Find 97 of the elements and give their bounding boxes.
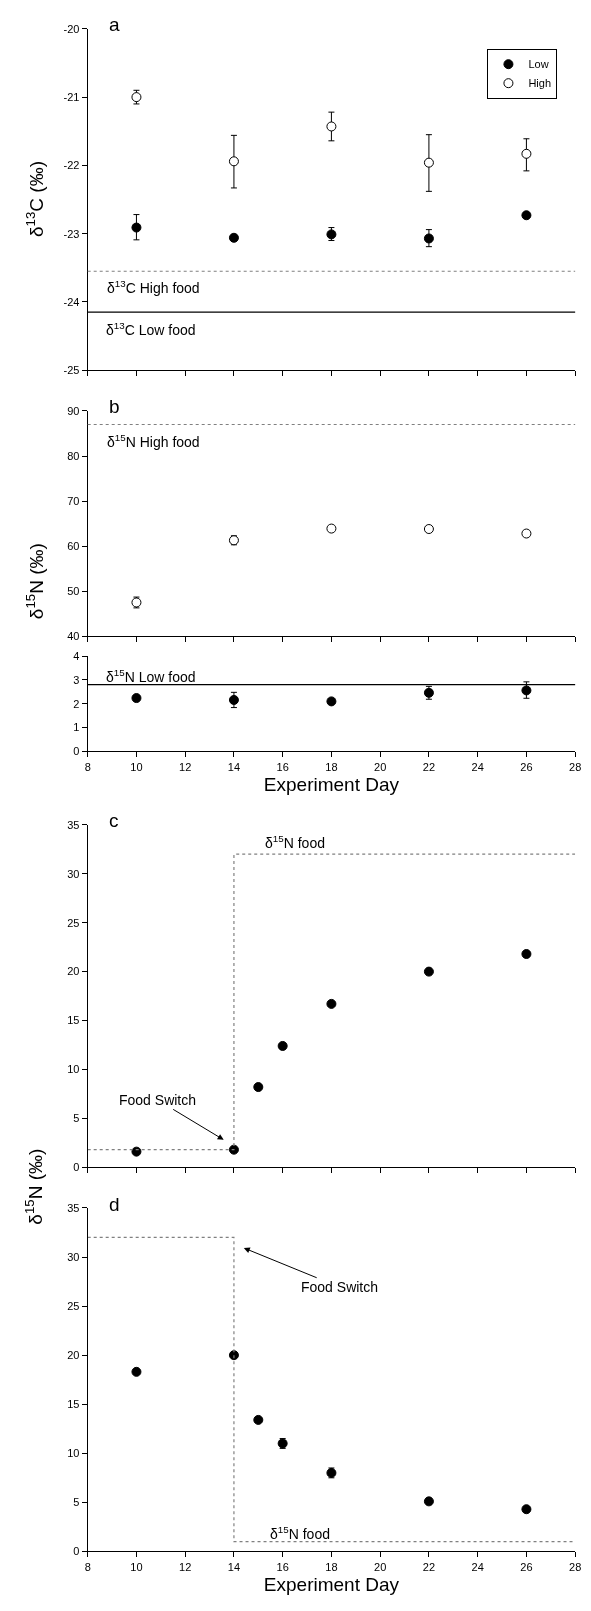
x-tick-label: 22 — [422, 1560, 436, 1573]
y-tick-label: 30 — [67, 1250, 80, 1263]
y-tick-label: -21 — [63, 90, 80, 103]
x-tick-label: 24 — [471, 760, 484, 773]
point — [253, 1414, 264, 1425]
point — [521, 528, 532, 539]
legend-label: High — [528, 77, 552, 90]
y-tick-label: 15 — [67, 1398, 80, 1411]
y-tick-label: 40 — [67, 630, 80, 643]
x-tick-label: 14 — [227, 760, 241, 773]
point — [521, 210, 532, 221]
point — [423, 524, 434, 535]
y-tick-label: 10 — [67, 1447, 80, 1460]
point — [521, 949, 532, 959]
y-tick-label: 50 — [67, 585, 80, 598]
y-tick-label: 5 — [73, 1496, 80, 1509]
point — [423, 233, 434, 244]
point — [423, 1496, 434, 1507]
y-tick-label: 35 — [67, 1201, 80, 1214]
point — [228, 156, 239, 167]
y-tick-label: 30 — [67, 867, 80, 880]
legend-label: Low — [528, 58, 549, 71]
x-tick-label: 12 — [179, 760, 192, 773]
annotation: Food Switch — [301, 1279, 379, 1295]
x-axis-title: Experiment Day — [263, 774, 400, 796]
y-tick-label: 10 — [67, 1063, 80, 1076]
y-tick-label: 70 — [67, 494, 80, 507]
x-tick-label: 10 — [130, 1560, 143, 1573]
point — [253, 1082, 264, 1093]
y-tick-label: 5 — [73, 1112, 80, 1125]
x-tick-label: 18 — [325, 760, 338, 773]
point — [326, 998, 337, 1009]
x-tick-label: 28 — [569, 760, 582, 773]
point — [131, 693, 142, 704]
x-tick-label: 24 — [471, 1560, 484, 1573]
point — [277, 1040, 288, 1051]
annotation: δ$^{15}$N food — [270, 1524, 330, 1542]
x-tick-label: 20 — [374, 760, 387, 773]
y-tick-label: -25 — [63, 364, 80, 377]
point — [228, 694, 239, 705]
annotation: δ$^{15}$N Low food — [106, 667, 196, 685]
x-tick-label: 20 — [374, 1560, 387, 1573]
point — [521, 148, 532, 159]
x-tick-label: 26 — [520, 760, 533, 773]
y-tick-label: 90 — [67, 404, 80, 417]
x-tick-label: 10 — [130, 760, 143, 773]
point — [131, 222, 142, 233]
x-tick-label: 26 — [520, 1560, 533, 1573]
point — [423, 157, 434, 168]
y-tick-label: 4 — [73, 649, 80, 662]
x-tick-label: 14 — [227, 1560, 241, 1573]
y-tick-label: -24 — [63, 295, 80, 308]
x-tick-label: 28 — [569, 1560, 582, 1573]
annotation: δ$^{13}$C High food — [107, 278, 200, 296]
point — [521, 685, 532, 696]
annotation: Food Switch — [119, 1092, 197, 1108]
y-tick-label: -20 — [63, 22, 80, 35]
y-tick-label: 20 — [67, 1349, 80, 1362]
chart-title: d — [109, 1194, 120, 1215]
y-tick-label: 0 — [73, 745, 80, 758]
x-tick-label: 16 — [276, 1560, 289, 1573]
point — [423, 966, 434, 977]
annotation: δ$^{15}$N food — [265, 833, 325, 851]
point — [326, 523, 337, 534]
point — [131, 1146, 142, 1157]
y-tick-label: 0 — [73, 1161, 80, 1174]
y-tick-label: -23 — [63, 227, 80, 240]
y-tick-label: 35 — [67, 818, 80, 831]
chart-title: b — [109, 396, 120, 417]
x-tick-label: 12 — [179, 1560, 192, 1573]
annotation: δ$^{13}$C Low food — [106, 320, 196, 338]
x-tick-label: 18 — [325, 1560, 338, 1573]
point — [521, 1504, 532, 1515]
y-tick-label: 20 — [67, 965, 80, 978]
x-tick-label: 8 — [84, 760, 91, 773]
y-tick-label: 3 — [73, 673, 80, 686]
point — [326, 696, 337, 707]
chart-title: a — [109, 14, 120, 35]
chart-title: c — [109, 810, 119, 831]
point — [228, 1144, 239, 1155]
point — [326, 121, 337, 132]
y-tick-label: 15 — [67, 1014, 80, 1027]
x-tick-label: 16 — [276, 760, 289, 773]
x-axis-title: Experiment Day — [263, 1574, 400, 1596]
y-tick-label: -22 — [63, 159, 80, 172]
x-tick-label: 22 — [422, 760, 436, 773]
y-tick-label: 1 — [73, 721, 80, 734]
point — [131, 1366, 142, 1377]
y-tick-label: 2 — [73, 697, 80, 710]
y-tick-label: 0 — [73, 1545, 80, 1558]
y-tick-label: 80 — [67, 449, 80, 462]
x-tick-label: 8 — [84, 1560, 91, 1573]
point — [228, 232, 239, 243]
y-tick-label: 25 — [67, 916, 80, 929]
annotation: δ$^{15}$N High food — [107, 432, 200, 450]
y-tick-label: 60 — [67, 540, 80, 552]
y-tick-label: 25 — [67, 1299, 80, 1312]
